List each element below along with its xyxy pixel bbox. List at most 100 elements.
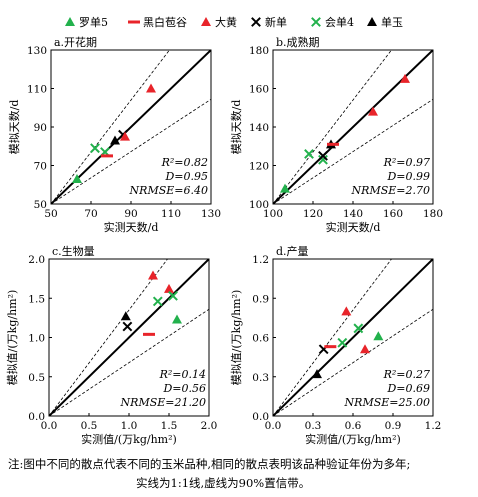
x-tick-label: 0.6 [345,420,362,432]
confidence-lower-line [49,308,209,416]
data-point [168,290,178,301]
data-point-stroke-b [152,296,163,307]
one-to-one-line [273,50,433,204]
y-axis-title: 模拟天数/d [7,100,21,155]
data-point-stroke-b [122,321,133,332]
stat-nrmse: NRMSE=6.40 [129,184,208,197]
confidence-lower-line [273,98,433,204]
data-point [120,311,131,321]
data-point [353,323,364,334]
stat-d: D=0.69 [386,382,430,395]
y-tick-label: 120 [249,161,269,173]
y-tick-label: 0.9 [252,293,269,305]
stat-nrmse: NRMSE=21.20 [120,396,206,409]
y-tick-label: 90 [34,122,47,134]
y-tick-label: 110 [27,84,47,96]
y-tick-label: 1.0 [28,333,45,345]
x-tick-label: 140 [343,208,363,220]
data-point [172,314,182,324]
data-point [164,283,174,293]
x-tick-label: 0.3 [305,420,322,432]
y-tick-label: 0.5 [28,372,45,384]
reference-lines [273,50,433,204]
x-tick-label: 50 [44,208,57,220]
y-tick-label: 0.3 [252,372,269,384]
y-tick-label: 180 [249,45,269,57]
y-tick-label: 1.2 [252,254,269,266]
x-axis-title: 实测值/(万kg/hm²) [81,432,177,446]
y-tick-label: 0.0 [28,411,45,423]
x-tick-label: 180 [423,208,443,220]
data-point [90,143,100,154]
y-tick-label: 50 [34,199,47,211]
y-tick-label: 1.5 [28,293,45,305]
data-point-stroke-b [304,149,314,159]
panel-title: a.开花期 [54,36,97,49]
legend: 罗单5 黑白苞谷 大黄 新单 会单4 单玉 [65,15,403,29]
y-tick-label: 0.0 [252,411,269,423]
data-points [312,306,384,379]
data-point [327,142,339,146]
y-axis-title: 模拟值/(万kg/hm²) [229,290,243,386]
one-to-one-line [273,259,433,416]
x-axis-title: 实测天数/d [326,220,381,234]
legend-marker [251,17,261,27]
y-tick-label: 100 [249,199,269,211]
x-tick-label: 1.0 [121,420,138,432]
scatter-figure: 罗单5 黑白苞谷 大黄 新单 会单4 单玉 50 70 90 110 130 50 70 90 110 13… [5,15,443,446]
chart-panel: 0.0 0.3 0.6 0.9 1.2 0.0 0.3 0.6 0.9 1.2 d.产量实测值/(万… [229,244,441,446]
data-point-stroke-b [318,154,328,165]
x-tick-label: 110 [161,208,181,220]
x-axis-title: 实测值/(万kg/hm²) [305,432,401,446]
data-point [122,321,133,332]
data-point-stroke-b [168,290,178,301]
y-tick-label: 130 [27,45,47,57]
data-point [360,344,370,354]
data-point-stroke-b [90,143,100,154]
legend-item: 黑白苞谷 [128,15,187,29]
caption-line-2: 实线为1:1线,虚线为90%置信带。 [136,476,311,490]
panel-title: b.成熟期 [276,35,320,49]
legend-label: 单玉 [381,16,403,29]
data-point [120,131,130,141]
legend-marker [367,17,377,26]
legend-label: 新单 [265,15,287,29]
data-point [318,150,328,161]
data-point [110,135,120,145]
x-tick-label: 1.2 [425,420,442,432]
legend-label: 大黄 [215,15,237,29]
caption-line-1: 注:图中不同的散点代表不同的玉米品种,相同的散点表明该品种验证年份为多年; [8,457,411,471]
data-point [312,369,322,379]
y-axis-title: 模拟天数/d [229,100,243,155]
data-points [280,73,410,193]
x-axis-title: 实测天数/d [104,220,159,234]
legend-item: 单玉 [367,16,403,29]
data-point-stroke-b [318,150,328,161]
x-tick-label: 100 [263,208,283,220]
confidence-lower-line [51,98,211,204]
y-axis-title: 模拟值/(万kg/hm²) [5,290,19,386]
stat-d: D=0.56 [162,382,206,395]
legend-marker [65,17,75,26]
panel-title: d.产量 [276,244,309,258]
figure-caption: 注:图中不同的散点代表不同的玉米品种,相同的散点表明该品种验证年份为多年; 实线… [8,455,474,493]
legend-item: 新单 [251,15,287,29]
data-point [146,83,156,93]
stat-nrmse: NRMSE=25.00 [344,396,430,409]
y-tick-label: 2.0 [28,254,45,266]
legend-marker [311,17,321,27]
data-point [318,154,328,165]
y-tick-label: 140 [249,122,269,134]
y-tick-label: 0.6 [252,333,269,345]
legend-marker [128,20,140,24]
confidence-upper-line [51,50,170,204]
chart-panel: 0.0 0.5 1.0 1.5 2.0 0.0 0.5 1.0 1.5 2.0 c.生物量实测值/(… [5,244,217,446]
stat-nrmse: NRMSE=2.70 [351,184,430,197]
stat-d: D=0.95 [164,170,208,183]
data-points [120,270,182,336]
legend-label: 会单4 [325,16,354,29]
y-tick-label: 160 [249,84,269,96]
data-point-stroke-b [353,323,364,334]
